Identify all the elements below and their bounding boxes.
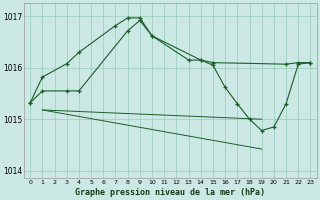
X-axis label: Graphe pression niveau de la mer (hPa): Graphe pression niveau de la mer (hPa) xyxy=(75,188,265,197)
